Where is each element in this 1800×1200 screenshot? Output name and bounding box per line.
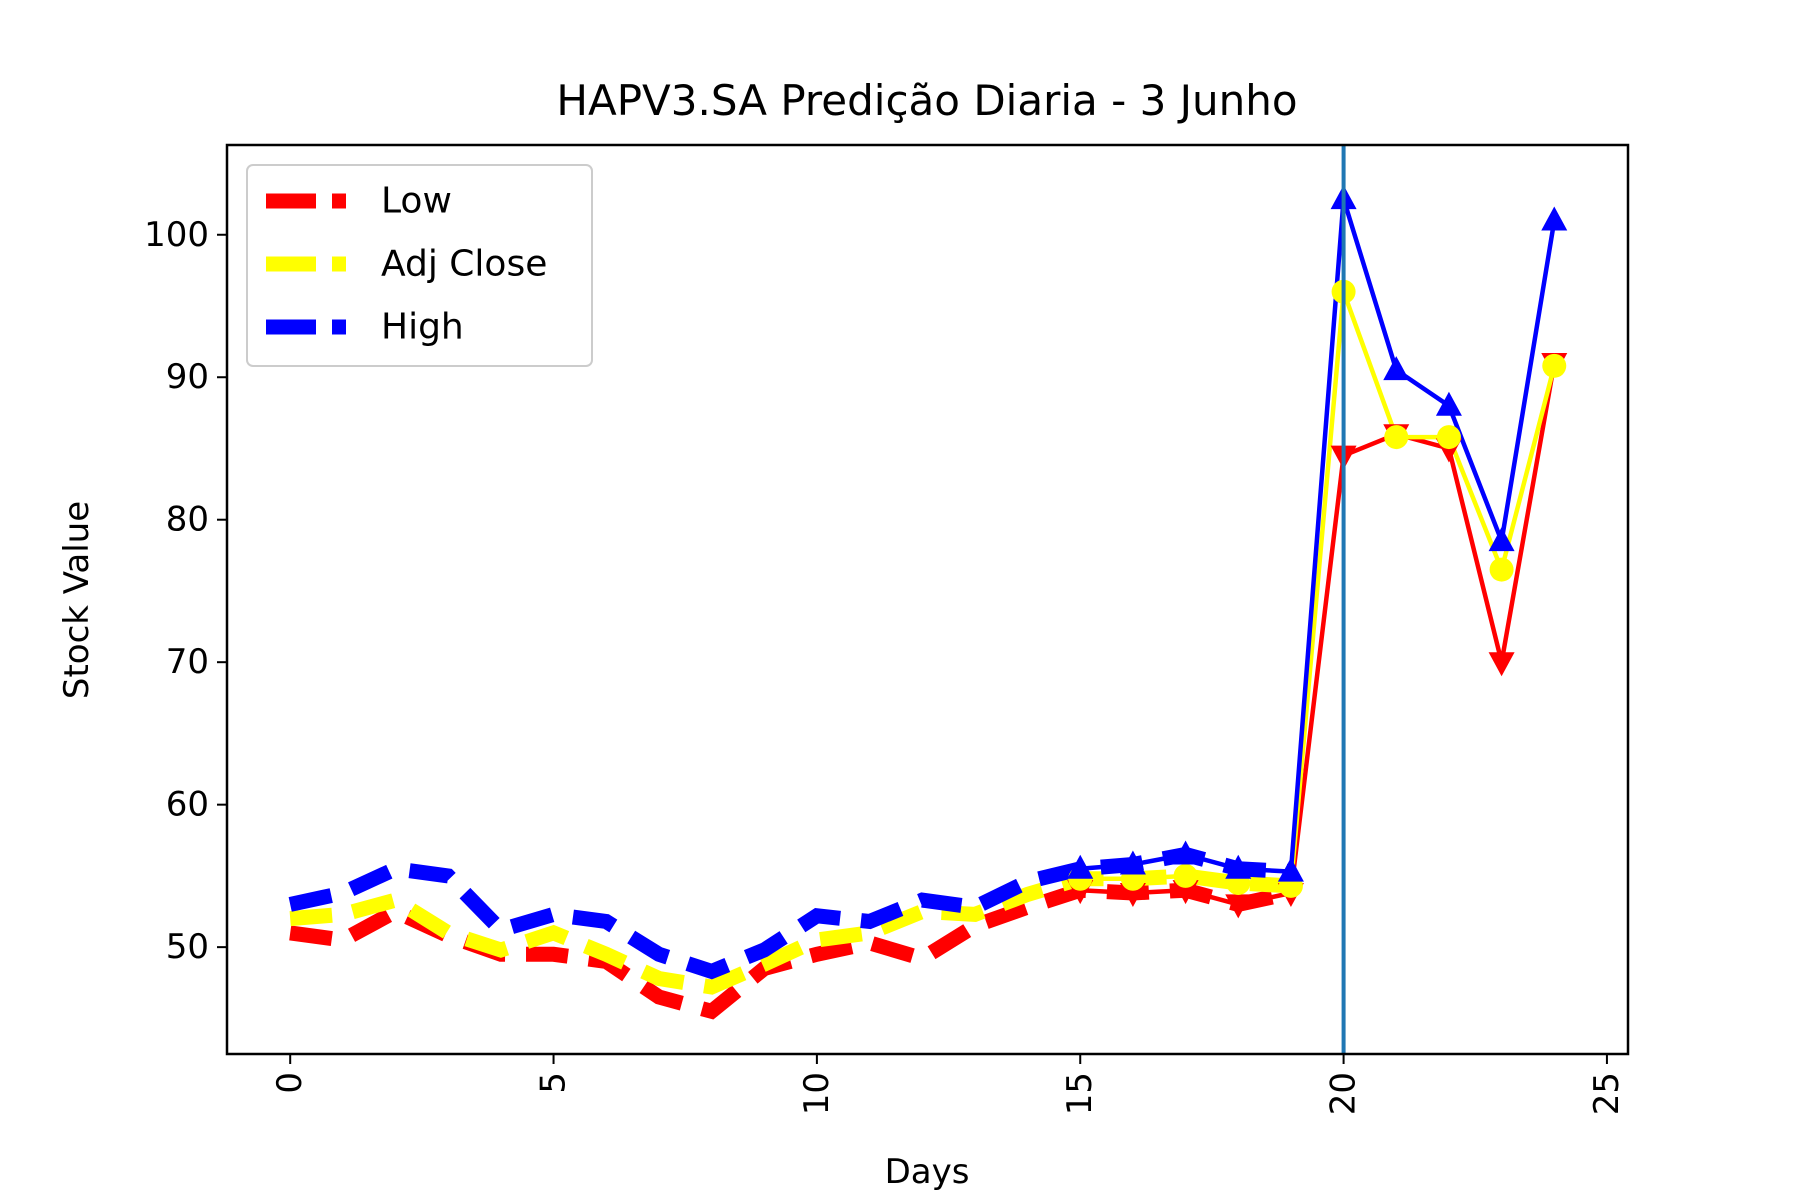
series-3-marker (1435, 391, 1462, 416)
series-3-marker (1067, 854, 1094, 879)
series-3-prediction-line (1080, 196, 1557, 874)
series-1-prediction-line (1080, 362, 1557, 907)
series-2-history-line (289, 868, 1292, 995)
series-2-marker (1173, 863, 1198, 888)
series-2-marker (1384, 425, 1409, 450)
series-3-marker (1488, 527, 1515, 552)
legend-label-1: Low (381, 181, 452, 222)
legend-box (246, 164, 593, 367)
series-3-marker (1383, 356, 1410, 381)
series-3-marker (1225, 854, 1252, 879)
series-2-marker (1542, 353, 1567, 378)
series-1-marker (1172, 880, 1199, 905)
series-2-marker (1436, 425, 1461, 450)
x-tick-label: 0 (270, 1072, 310, 1094)
x-tick-label: 20 (1324, 1072, 1364, 1115)
y-tick-label: 60 (166, 785, 209, 825)
y-tick-label: 90 (166, 357, 209, 397)
x-tick-label: 5 (534, 1072, 574, 1094)
y-tick-label: 80 (166, 500, 209, 540)
series-3-marker (1172, 840, 1199, 865)
x-tick-label: 15 (1060, 1072, 1100, 1115)
axes-frame (225, 143, 1630, 1056)
plot-area (288, 145, 1568, 1054)
series-3-marker (1119, 850, 1146, 875)
x-tick-label: 25 (1587, 1072, 1627, 1115)
chart-title: HAPV3.SA Predição Diaria - 3 Junho (556, 76, 1297, 125)
y-tick-label: 50 (166, 927, 209, 967)
y-tick-label: 100 (144, 215, 209, 255)
legend: Low Adj Close High (246, 164, 593, 367)
series-2-marker (1489, 557, 1514, 582)
x-axis-label: Days (885, 1152, 970, 1192)
series-2-prediction-line (1080, 289, 1557, 889)
axis-ticks: 0 5 10 15 20 25 50 60 70 80 90 100 (144, 215, 1627, 1116)
y-axis-label: Stock Value (57, 501, 97, 699)
legend-label-2: Adj Close (381, 244, 547, 285)
series-3-marker (1541, 206, 1568, 231)
series-1-marker (1488, 652, 1515, 677)
series-1-marker (1119, 883, 1146, 908)
series-3-marker (1277, 857, 1304, 882)
y-tick-label: 70 (166, 642, 209, 682)
x-tick-label: 10 (797, 1072, 837, 1115)
legend-label-3: High (381, 307, 464, 348)
series-1-marker (1225, 894, 1252, 919)
